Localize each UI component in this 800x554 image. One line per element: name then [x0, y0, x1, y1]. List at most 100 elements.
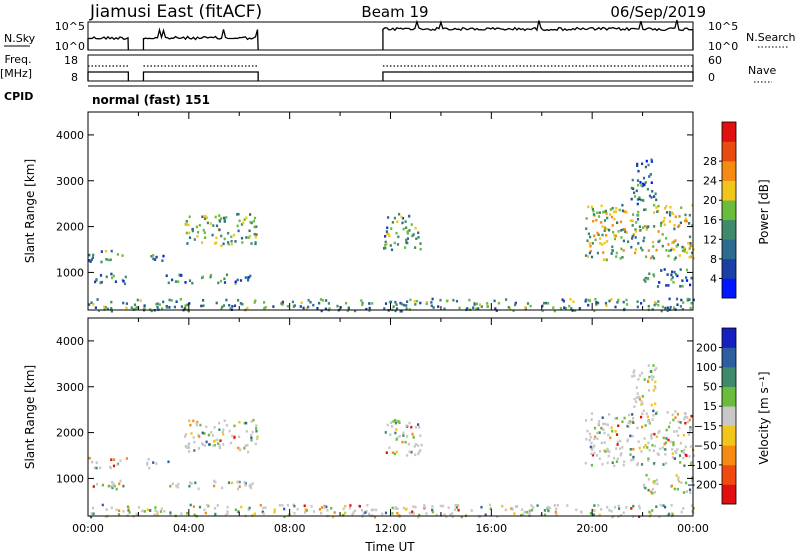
echo-cell: [246, 444, 249, 447]
echo-cell: [688, 235, 692, 239]
echo-cell: [149, 509, 152, 512]
echo-cell: [415, 299, 419, 303]
echo-cell: [647, 457, 650, 460]
echo-cell: [405, 241, 408, 244]
echo-cell: [223, 218, 226, 222]
echo-cell: [327, 302, 330, 305]
echo-cell: [525, 510, 528, 514]
echo-cell: [520, 508, 524, 511]
echo-cell: [212, 224, 215, 227]
echo-cell: [646, 446, 649, 449]
echo-cell: [480, 505, 483, 509]
colorbar-tick-label: 8: [710, 253, 717, 266]
echo-cell: [643, 485, 646, 489]
echo-cell: [584, 419, 588, 422]
echo-cell: [165, 306, 168, 309]
echo-cell: [682, 507, 685, 510]
echo-cell: [210, 431, 213, 434]
echo-cell: [647, 163, 650, 167]
echo-cell: [651, 240, 655, 244]
echo-cell: [651, 378, 654, 381]
echo-cell: [310, 505, 313, 508]
echo-cell: [386, 423, 389, 427]
echo-cell: [597, 504, 600, 507]
echo-cell: [602, 210, 605, 214]
echo-cell: [415, 237, 418, 240]
echo-cell: [665, 428, 668, 432]
x-tick-label: 00:00: [72, 522, 104, 535]
colorbar-swatch: [722, 406, 736, 427]
echo-cell: [684, 453, 687, 457]
echo-cell: [672, 418, 675, 422]
echo-cell: [671, 276, 674, 279]
echo-cell: [638, 446, 641, 450]
echo-cell: [664, 306, 667, 310]
echo-cell: [528, 509, 531, 513]
echo-cell: [664, 453, 667, 456]
echo-cell: [225, 424, 228, 427]
echo-cell: [333, 511, 336, 514]
echo-cell: [672, 281, 675, 284]
echo-cell: [601, 462, 604, 466]
echo-cell: [663, 216, 666, 220]
echo-cell: [617, 424, 620, 428]
colorbar-swatch: [722, 328, 736, 348]
echo-cell: [637, 214, 640, 217]
echo-cell: [374, 508, 378, 512]
echo-cell: [646, 415, 649, 419]
echo-cell: [635, 221, 638, 224]
echo-cell: [595, 301, 598, 304]
echo-cell: [614, 234, 617, 238]
echo-cell: [652, 413, 655, 417]
echo-cell: [197, 447, 200, 450]
echo-cell: [252, 219, 255, 223]
echo-cell: [598, 420, 601, 423]
echo-cell: [676, 243, 679, 247]
echo-cell: [674, 416, 677, 419]
echo-cell: [420, 443, 423, 447]
echo-cell: [259, 504, 262, 507]
echo-cell: [272, 305, 275, 308]
echo-cell: [586, 239, 589, 242]
echo-cell: [325, 505, 328, 509]
echo-cell: [638, 504, 641, 508]
echo-cell: [208, 443, 211, 446]
echo-cell: [633, 374, 636, 378]
echo-cell: [413, 300, 416, 303]
freq-segment: [382, 71, 694, 81]
echo-cell: [564, 307, 567, 310]
echo-cell: [682, 456, 685, 460]
echo-cell: [652, 389, 655, 392]
echo-cell: [681, 284, 684, 288]
echo-cell: [528, 514, 531, 517]
echo-cell: [263, 301, 266, 304]
echo-cell: [156, 512, 159, 516]
echo-cell: [247, 508, 250, 512]
echo-cell: [402, 434, 405, 437]
echo-cell: [349, 504, 352, 507]
echo-cell: [388, 446, 391, 450]
echo-cell: [623, 210, 626, 213]
echo-cell: [411, 432, 414, 436]
echo-cell: [386, 232, 389, 236]
echo-cell: [193, 440, 196, 444]
echo-cell: [390, 421, 393, 424]
echo-cell: [188, 450, 191, 453]
echo-cell: [683, 417, 686, 421]
echo-cell: [665, 205, 668, 208]
echo-cell: [620, 229, 623, 232]
echo-cell: [110, 272, 113, 276]
echo-cell: [250, 221, 253, 225]
freq-segment: [87, 71, 129, 81]
colorbar-swatch: [722, 367, 736, 387]
echo-cell: [220, 307, 223, 311]
echo-cell: [148, 466, 151, 470]
echo-cell: [598, 513, 601, 517]
colorbar-swatch: [722, 200, 736, 221]
echo-cell: [566, 504, 569, 507]
echo-cell: [110, 506, 113, 510]
echo-cell: [264, 506, 267, 509]
echo-cell: [394, 309, 397, 313]
date-title: 06/Sep/2019: [610, 3, 706, 21]
echo-cell: [445, 515, 448, 518]
